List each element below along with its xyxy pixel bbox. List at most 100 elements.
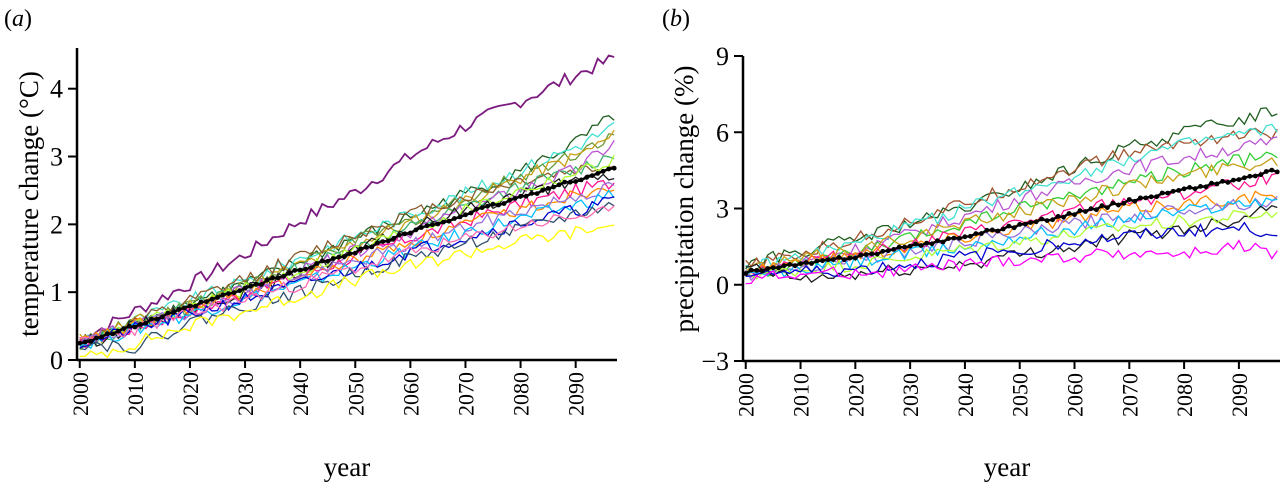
ensemble-mean-point [929,241,935,247]
ensemble-mean-point [600,168,606,174]
x-tick-label: 2080 [1172,373,1197,417]
ensemble-mean-point [419,225,424,230]
ensemble-mean-point [347,251,353,256]
ensemble-mean-point [518,193,523,199]
model-run-line-16 [79,201,615,354]
ensemble-mean-point [270,275,275,281]
ensemble-mean-point [308,265,314,270]
panel-a-letter: (a) [4,6,32,32]
ensemble-mean-point [1225,180,1231,185]
ensemble-mean-point [215,295,220,300]
ensemble-mean-point [595,171,601,176]
ensemble-mean-point [1050,217,1055,223]
ensemble-mean-point [1252,173,1258,179]
ensemble-mean-point [880,248,886,254]
ensemble-mean-point [765,266,771,271]
ensemble-mean-point [551,184,556,190]
model-run-line-6 [745,157,1278,273]
x-tick-label: 2000 [734,373,759,417]
y-tick-label: 9 [716,42,729,71]
ensemble-mean-point [820,258,825,264]
ensemble-mean-point [220,292,226,298]
ensemble-mean-point [1159,190,1165,196]
ensemble-mean-point [286,270,292,276]
ensemble-mean-point [1137,195,1143,201]
ensemble-mean-point [562,179,568,185]
x-tick-label: 2020 [843,373,868,417]
ensemble-mean-point [924,240,929,246]
ensemble-mean-point [940,239,946,245]
ensemble-mean-point [759,268,765,274]
ensemble-mean-point [242,285,248,291]
y-tick-label: 3 [716,195,729,224]
ensemble-mean-point [1083,209,1088,214]
ensemble-mean-point [297,267,303,273]
ensemble-mean-point [885,248,891,254]
y-tick-label: 2 [50,210,63,239]
panel-a-series-layer [79,54,615,359]
ensemble-mean-point [1242,175,1247,181]
x-tick-label: 2040 [288,372,313,416]
model-run-line-3 [79,121,615,346]
ensemble-mean-point [204,299,209,305]
ensemble-mean-point [385,238,391,244]
ensemble-mean-point [781,263,787,269]
ensemble-mean-point [430,222,435,228]
ensemble-mean-point [176,306,182,312]
ensemble-mean-point [264,277,270,283]
ensemble-mean-point [770,265,776,271]
ensemble-mean-point [1006,223,1012,229]
ensemble-mean-point [962,234,968,240]
ensemble-mean-point [512,196,518,201]
ensemble-mean-point [1192,186,1198,192]
panel-b-letter: (b) [662,6,690,32]
ensemble-mean-point [396,232,402,238]
ensemble-mean-point [1236,177,1242,183]
ensemble-mean-point [413,227,419,233]
ensemble-mean-point [1165,190,1171,196]
ensemble-mean-point [1039,216,1044,222]
ensemble-mean-point [358,246,364,252]
ensemble-mean-point [1110,200,1116,206]
x-tick-label: 2060 [1063,373,1088,417]
ensemble-mean-point [330,256,336,261]
ensemble-mean-point [1088,206,1094,212]
ensemble-mean-point [611,165,617,171]
ensemble-mean-point [1099,203,1105,209]
panel-b-series-layer [745,107,1278,285]
ensemble-mean-point [374,240,380,246]
ensemble-mean-point [88,338,94,344]
panel-a-axes: 0 1 2 3 4 2000 2010 2020 2030 2040 2050 2060 2070 208… [50,48,617,416]
ensemble-mean-point [391,235,397,241]
ensemble-mean-point [160,314,165,320]
ensemble-mean-point [363,244,369,250]
ensemble-mean-point [341,254,347,260]
ensemble-mean-point [171,310,176,315]
ensemble-mean-point [1105,205,1110,211]
ensemble-mean-point [1263,169,1269,174]
ensemble-mean-point [352,250,358,256]
ensemble-mean-point [490,201,496,207]
ensemble-mean-point [457,214,463,220]
panel-b-ensemble-mean-layer [743,167,1280,276]
ensemble-mean-point [858,252,864,258]
x-tick-label: 2040 [953,373,978,417]
ensemble-mean-point [979,231,984,236]
model-run-line-17 [79,205,615,339]
ensemble-mean-point [1017,222,1023,227]
ensemble-mean-point [935,238,940,244]
ensemble-mean-point [1061,214,1066,220]
ensemble-mean-point [435,221,441,227]
ensemble-mean-point [99,334,105,340]
ensemble-mean-point [1072,212,1077,218]
model-run-line-10 [745,197,1278,278]
ensemble-mean-point [1269,167,1275,173]
ensemble-mean-point [1203,184,1209,190]
x-tick-label: 2090 [564,372,589,416]
ensemble-mean-point [1066,211,1072,216]
ensemble-mean-point [748,267,754,273]
model-run-line-1 [745,107,1278,270]
ensemble-mean-point [154,316,160,322]
ensemble-mean-point [303,266,309,272]
